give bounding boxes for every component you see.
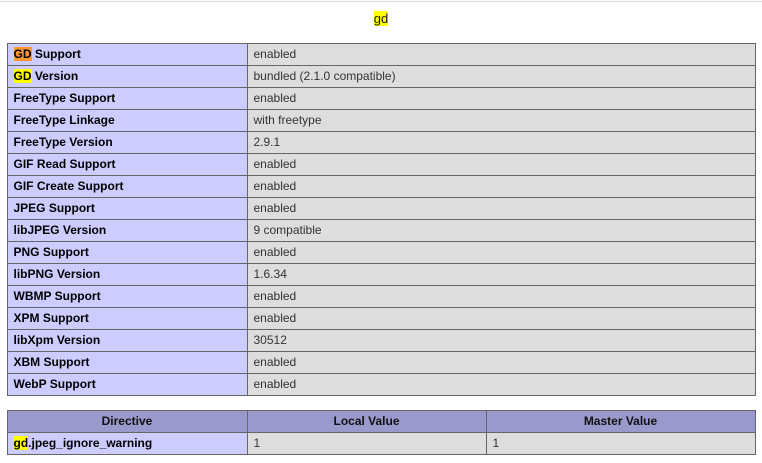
text-part: PNG Support: [13, 245, 89, 259]
find-highlight: gd: [13, 436, 29, 450]
info-label-cell: libPNG Version: [6, 263, 248, 286]
table-row: FreeType Linkage with freetype: [6, 109, 756, 132]
find-highlight: GD: [13, 47, 32, 61]
info-value-cell: enabled: [246, 175, 756, 198]
text-part: libXpm Version: [13, 333, 101, 347]
info-value-cell: 1.6.34: [246, 263, 756, 286]
info-label-cell: FreeType Linkage: [6, 109, 248, 132]
info-value-cell: enabled: [246, 307, 756, 330]
master-value-cell: 1: [485, 432, 756, 455]
info-label-cell: GD Support: [6, 43, 248, 66]
info-label-cell: FreeType Support: [6, 87, 248, 110]
column-header: Local Value: [246, 410, 487, 433]
text-part: libPNG Version: [13, 267, 101, 281]
column-header: Master Value: [485, 410, 756, 433]
info-label-cell: WBMP Support: [6, 285, 248, 308]
table-row: XBM Support enabled: [6, 351, 756, 374]
text-part: libJPEG Version: [13, 223, 107, 237]
table-row: WBMP Support enabled: [6, 285, 756, 308]
text-part: GIF Create Support: [13, 179, 124, 193]
gd-directives-table: Directive Local Value Master Value gd.jpeg…: [6, 410, 756, 455]
text-part: .jpeg_ignore_warning: [28, 436, 153, 450]
text-part: FreeType Linkage: [13, 113, 115, 127]
find-highlight: GD: [13, 69, 32, 83]
table-row: FreeType Support enabled: [6, 87, 756, 110]
table-row: XPM Support enabled: [6, 307, 756, 330]
table-header-row: Directive Local Value Master Value: [6, 410, 756, 433]
table-row: JPEG Support enabled: [6, 197, 756, 220]
table-row: GIF Create Support enabled: [6, 175, 756, 198]
module-title-link[interactable]: gd: [373, 11, 389, 26]
table-row: WebP Support enabled: [6, 373, 756, 396]
info-value-cell: 2.9.1: [246, 131, 756, 154]
section-divider: [0, 1, 762, 2]
table-row: FreeType Version 2.9.1: [6, 131, 756, 154]
directive-name-cell: gd.jpeg_ignore_warning: [6, 432, 248, 455]
text-part: Version: [31, 69, 79, 83]
text-part: WBMP Support: [13, 289, 101, 303]
text-part: JPEG Support: [13, 201, 95, 215]
info-value-cell: with freetype: [246, 109, 756, 132]
info-value-cell: enabled: [246, 87, 756, 110]
table-row: libJPEG Version 9 compatible: [6, 219, 756, 242]
info-label-cell: XBM Support: [6, 351, 248, 374]
info-label-cell: GIF Read Support: [6, 153, 248, 176]
table-row: libPNG Version 1.6.34: [6, 263, 756, 286]
text-part: XBM Support: [13, 355, 90, 369]
gd-info-table: GD Support enabled GD Version bundled (2.1.…: [6, 43, 756, 396]
info-label-cell: GIF Create Support: [6, 175, 248, 198]
text-part: FreeType Support: [13, 91, 116, 105]
text-part: FreeType Version: [13, 135, 113, 149]
text-part: GIF Read Support: [13, 157, 116, 171]
text-part: XPM Support: [13, 311, 89, 325]
find-highlight: gd: [373, 11, 389, 26]
column-header: Directive: [6, 410, 248, 433]
local-value-cell: 1: [246, 432, 487, 455]
table-row: PNG Support enabled: [6, 241, 756, 264]
table-row: GD Version bundled (2.1.0 compatible): [6, 65, 756, 88]
info-label-cell: GD Version: [6, 65, 248, 88]
info-value-cell: enabled: [246, 351, 756, 374]
info-label-cell: libXpm Version: [6, 329, 248, 352]
text-part: WebP Support: [13, 377, 96, 391]
info-value-cell: enabled: [246, 373, 756, 396]
text-part: Support: [31, 47, 81, 61]
info-value-cell: enabled: [246, 241, 756, 264]
table-row: GIF Read Support enabled: [6, 153, 756, 176]
info-label-cell: PNG Support: [6, 241, 248, 264]
table-row: gd.jpeg_ignore_warning 1 1: [6, 432, 756, 455]
info-value-cell: enabled: [246, 43, 756, 66]
info-label-cell: libJPEG Version: [6, 219, 248, 242]
info-label-cell: FreeType Version: [6, 131, 248, 154]
info-label-cell: WebP Support: [6, 373, 248, 396]
info-value-cell: enabled: [246, 285, 756, 308]
info-value-cell: enabled: [246, 197, 756, 220]
info-value-cell: enabled: [246, 153, 756, 176]
module-title: gd: [0, 10, 762, 28]
info-value-cell: 9 compatible: [246, 219, 756, 242]
info-label-cell: JPEG Support: [6, 197, 248, 220]
info-label-cell: XPM Support: [6, 307, 248, 330]
info-value-cell: 30512: [246, 329, 756, 352]
table-row: libXpm Version 30512: [6, 329, 756, 352]
table-row: GD Support enabled: [6, 43, 756, 66]
info-value-cell: bundled (2.1.0 compatible): [246, 65, 756, 88]
